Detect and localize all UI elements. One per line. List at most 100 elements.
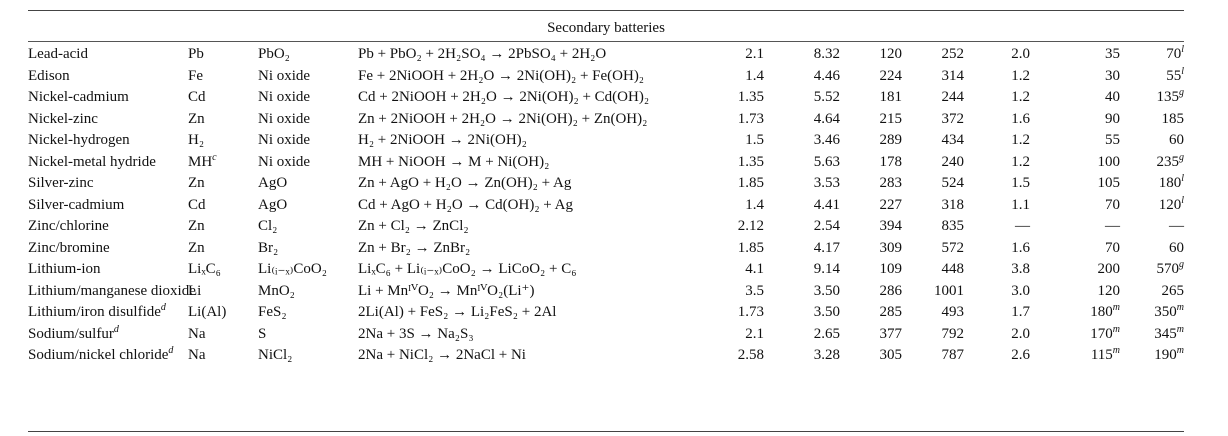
reaction-cell: Cd + 2NiOOH + 2H₂O → 2Ni(OH)₂ + Cd(OH)₂ (358, 87, 706, 109)
system-text: Nickel-hydrogen (28, 132, 130, 148)
theoretical-wh-per-kg-text: 240 (941, 153, 965, 170)
theoretical-ah-per-kg-cell: 178 (840, 152, 903, 174)
nominal-voltage-cell: 1.2 (964, 130, 1030, 152)
theoretical-wh-per-kg-cell: 318 (902, 195, 965, 217)
theoretical-wh-per-kg-text: 524 (941, 175, 965, 191)
theoretical-wh-per-kg-cell: 493 (902, 302, 965, 324)
practical-wh-per-kg-cell: 120 (1030, 281, 1121, 303)
theoretical-g-per-ah-cell: 4.41 (764, 195, 840, 217)
theoretical-ah-per-kg-text: 283 (879, 175, 903, 191)
theoretical-voltage-cell: 4.1 (706, 259, 764, 281)
theoretical-ah-per-kg-cell: 285 (840, 302, 903, 324)
positive-electrode-text: AgO (258, 175, 288, 191)
practical-wh-per-l-cell: 70l (1120, 44, 1184, 66)
nominal-voltage-cell: 2.0 (964, 44, 1030, 66)
positive-electrode-text: Li₍ᵢ₋ₓ₎CoO₂ (258, 261, 327, 277)
nominal-voltage-cell: 1.2 (964, 87, 1030, 109)
reaction-text: Zn + 2NiOOH + 2H₂O → 2Ni(OH)₂ + Zn(OH)₂ (358, 110, 648, 127)
table-row: Lithium/manganese dioxide Li MnO₂ Li + Mnᴵⱽ… (28, 281, 1184, 303)
theoretical-ah-per-kg-text: 227 (879, 196, 903, 213)
positive-electrode-text: Br₂ (258, 239, 279, 256)
theoretical-voltage-cell: 1.35 (706, 87, 764, 109)
negative-electrode-text: Na (188, 347, 206, 363)
footnote-mark: d (160, 302, 166, 313)
theoretical-wh-per-kg-cell: 372 (902, 109, 965, 131)
nominal-voltage-cell: 1.6 (964, 109, 1030, 131)
nominal-voltage-text: 1.5 (1011, 175, 1030, 191)
table-body: Lead-acid Pb PbO₂ Pb + PbO₂ + 2H₂SO₄ → 2PbS… (28, 44, 1184, 367)
reaction-cell: 2Na + 3S → Na₂S₃ (358, 324, 706, 346)
negative-electrode-text: Pb (188, 46, 204, 62)
theoretical-g-per-ah-cell: 3.50 (764, 302, 840, 324)
theoretical-ah-per-kg-text: 309 (879, 239, 903, 256)
system-text: Silver-cadmium (28, 196, 125, 213)
system-cell: Nickel-cadmium (28, 87, 188, 109)
nominal-voltage-text: 1.2 (1011, 89, 1030, 105)
footnote-mark: m (1176, 323, 1184, 335)
system-text: Lithium/iron disulfide (28, 304, 161, 320)
negative-electrode-text: H₂ (188, 132, 205, 148)
section-rule (28, 41, 1184, 42)
footnote-mark: l (1181, 65, 1184, 77)
theoretical-voltage-text: 1.35 (737, 153, 764, 170)
nominal-voltage-cell: — (964, 216, 1030, 238)
theoretical-wh-per-kg-text: 372 (941, 110, 965, 127)
practical-wh-per-kg-text: 35 (1105, 46, 1120, 62)
practical-wh-per-l-cell: 120l (1120, 195, 1184, 217)
practical-wh-per-kg-text: 55 (1105, 132, 1120, 148)
theoretical-voltage-text: 4.1 (745, 261, 764, 277)
practical-wh-per-l-text: 570 (1156, 261, 1180, 277)
reaction-text: 2Na + 3S → Na₂S₃ (358, 325, 474, 342)
theoretical-ah-per-kg-cell: 109 (840, 259, 903, 281)
reaction-text: Zn + Cl₂ → ZnCl₂ (358, 218, 469, 234)
footnote-mark: m (1176, 302, 1184, 313)
negative-electrode-cell: Zn (188, 173, 258, 195)
table-row: Lead-acid Pb PbO₂ Pb + PbO₂ + 2H₂SO₄ → 2PbS… (28, 44, 1184, 66)
practical-wh-per-l-text: 60 (1169, 239, 1184, 256)
theoretical-ah-per-kg-cell: 227 (840, 195, 903, 217)
practical-wh-per-kg-text: 115 (1090, 347, 1113, 363)
theoretical-voltage-cell: 1.35 (706, 152, 764, 174)
theoretical-g-per-ah-text: 3.50 (813, 304, 840, 320)
table-row: Silver-cadmium Cd AgO Cd + AgO + H₂O → Cd(O… (28, 195, 1184, 217)
theoretical-wh-per-kg-cell: 792 (902, 324, 965, 346)
positive-electrode-cell: Ni oxide (258, 87, 358, 109)
reaction-cell: Zn + Cl₂ → ZnCl₂ (358, 216, 706, 238)
system-cell: Lithium-ion (28, 259, 188, 281)
system-text: Sodium/nickel chloride (28, 347, 169, 363)
practical-wh-per-l-cell: 180l (1120, 173, 1184, 195)
negative-electrode-text: Cd (188, 89, 206, 105)
theoretical-g-per-ah-text: 2.65 (813, 325, 840, 342)
practical-wh-per-l-text: 55 (1166, 67, 1182, 84)
theoretical-g-per-ah-cell: 3.50 (764, 281, 840, 303)
negative-electrode-cell: Na (188, 324, 258, 346)
practical-wh-per-l-cell: 55l (1120, 66, 1184, 88)
practical-wh-per-l-text: 60 (1169, 132, 1184, 148)
practical-wh-per-kg-cell: 180m (1030, 302, 1120, 324)
system-cell: Nickel-metal hydride (28, 152, 188, 174)
reaction-cell: Fe + 2NiOOH + 2H₂O → 2Ni(OH)₂ + Fe(OH)₂ (358, 66, 706, 88)
negative-electrode-cell: MHc (188, 152, 258, 174)
theoretical-g-per-ah-text: 3.28 (813, 347, 840, 363)
theoretical-g-per-ah-text: 2.54 (813, 218, 840, 234)
theoretical-ah-per-kg-cell: 224 (840, 66, 903, 88)
theoretical-voltage-text: 1.85 (737, 175, 764, 191)
theoretical-ah-per-kg-cell: 289 (840, 130, 903, 152)
negative-electrode-text: Li(Al) (188, 304, 227, 320)
practical-wh-per-kg-text: 70 (1105, 239, 1120, 256)
negative-electrode-text: Zn (188, 175, 205, 191)
system-cell: Silver-cadmium (28, 195, 188, 217)
negative-electrode-cell: H₂ (188, 130, 258, 152)
positive-electrode-cell: Ni oxide (258, 130, 358, 152)
positive-electrode-cell: MnO₂ (258, 281, 358, 303)
negative-electrode-text: Fe (188, 67, 203, 84)
system-text: Lithium-ion (28, 261, 101, 277)
positive-electrode-text: Ni oxide (258, 110, 311, 127)
footnote-mark: m (1112, 302, 1120, 313)
system-cell: Silver-zinc (28, 173, 188, 195)
theoretical-g-per-ah-cell: 9.14 (764, 259, 840, 281)
reaction-cell: 2Na + NiCl₂ → 2NaCl + Ni (358, 345, 706, 367)
theoretical-ah-per-kg-text: 289 (879, 132, 903, 148)
nominal-voltage-text: 3.8 (1011, 261, 1030, 277)
nominal-voltage-cell: 1.7 (964, 302, 1030, 324)
